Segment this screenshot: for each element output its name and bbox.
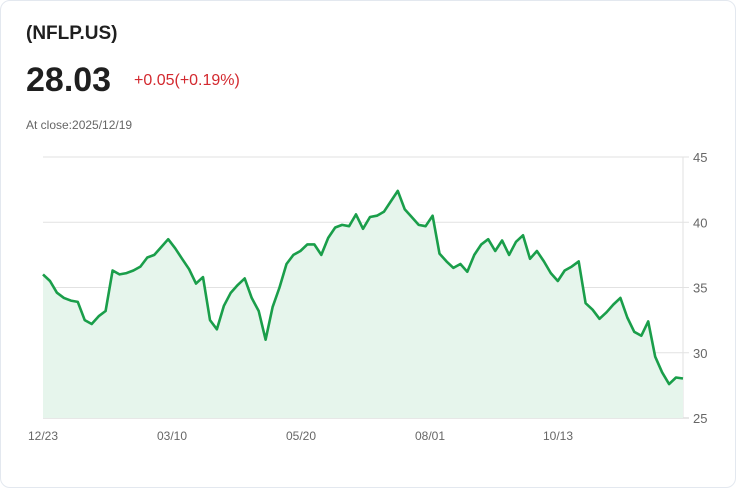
close-date: At close:2025/12/19 <box>26 118 133 132</box>
last-price: 28.03 <box>26 61 112 99</box>
y-tick-label: 40 <box>693 215 707 230</box>
y-tick-label: 45 <box>693 150 707 165</box>
price-area <box>43 190 683 418</box>
y-tick-label: 35 <box>693 281 707 296</box>
price-change: +0.05(+0.19%) <box>134 72 240 89</box>
x-axis: 12/23 03/10 05/20 08/01 10/13 <box>28 429 573 443</box>
x-tick-label: 12/23 <box>28 429 58 443</box>
y-tick-label: 25 <box>693 411 707 426</box>
ticker-title: (NFLP.US) <box>26 23 118 44</box>
x-tick-label: 05/20 <box>286 429 316 443</box>
y-tick-label: 30 <box>693 346 707 361</box>
x-tick-label: 10/13 <box>543 429 573 443</box>
x-tick-label: 03/10 <box>157 429 187 443</box>
y-axis: 45 40 35 30 25 <box>693 150 707 426</box>
price-line <box>42 189 684 386</box>
x-tick-label: 08/01 <box>415 429 445 443</box>
